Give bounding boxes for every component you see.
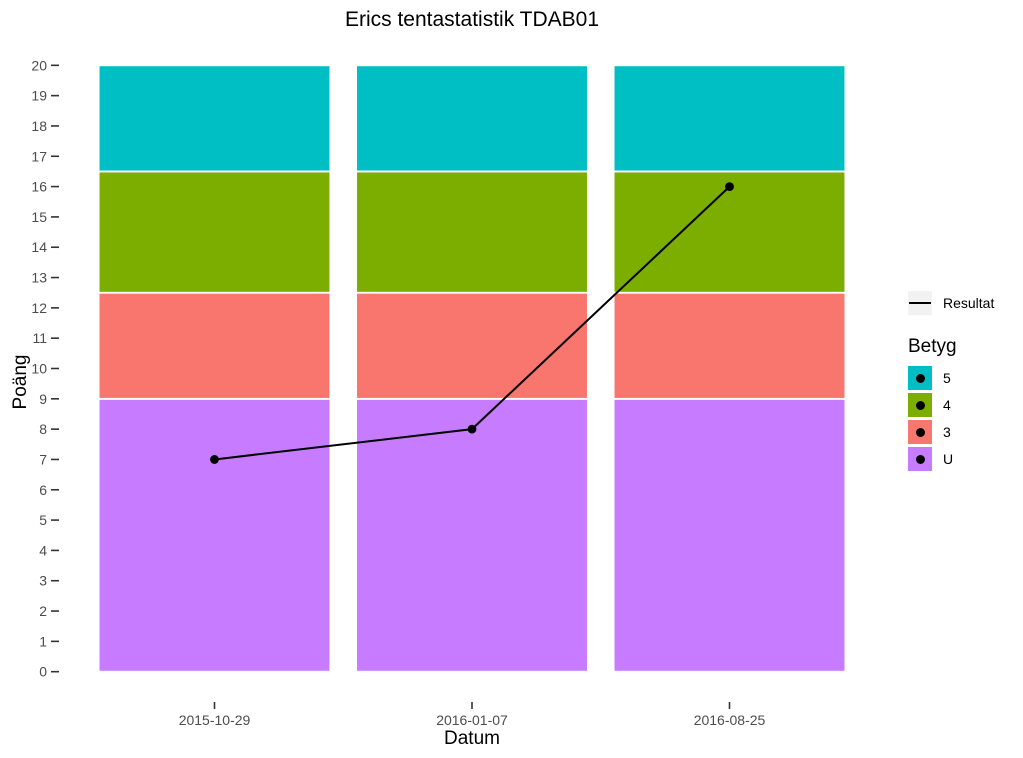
resultat-line-key-icon [908, 291, 932, 315]
legend-swatch-4 [908, 393, 932, 417]
y-tick-label: 8 [39, 421, 47, 437]
legend-label-5: 5 [943, 370, 951, 386]
legend: Resultat Betyg 5 4 3 U [908, 291, 1018, 474]
x-axis-title: Datum [444, 728, 500, 749]
y-tick-label: 17 [31, 148, 47, 164]
y-tick-label: 18 [31, 118, 47, 134]
y-tick-label: 6 [39, 482, 47, 498]
legend-title-betyg: Betyg [908, 336, 957, 357]
y-tick-label: 15 [31, 209, 47, 225]
y-axis-title: Poäng [10, 354, 31, 410]
legend-entry-grade-4: 4 [908, 393, 1018, 417]
y-tick-label: 3 [39, 573, 47, 589]
bar-segment-5 [97, 64, 332, 173]
x-tick-label: 2016-08-25 [694, 712, 766, 728]
y-tick-label: 2 [39, 603, 47, 619]
line-glyph [909, 302, 931, 304]
legend-swatch-5 [908, 366, 932, 390]
y-tick-label: 0 [39, 664, 47, 680]
bar-segment-4 [355, 170, 589, 294]
legend-label-resultat: Resultat [943, 295, 995, 311]
legend-entry-grade-u: U [908, 447, 1018, 471]
y-tick-label: 20 [31, 57, 47, 73]
bar-segment-U [97, 397, 332, 673]
point-glyph [915, 427, 925, 437]
y-tick-label: 7 [39, 451, 47, 467]
bar-segment-3 [355, 291, 589, 400]
y-tick-label: 19 [31, 88, 47, 104]
y-tick-label: 16 [31, 179, 47, 195]
legend-entry-grade-5: 5 [908, 366, 1018, 390]
y-tick-label: 12 [31, 300, 47, 316]
x-tick-label: 2015-10-29 [179, 712, 251, 728]
point-glyph [915, 400, 925, 410]
bar-segment-4 [612, 170, 847, 294]
y-tick-label: 5 [39, 512, 47, 528]
bar-segment-5 [355, 64, 589, 173]
legend-entry-grade-3: 3 [908, 420, 1018, 444]
y-tick-label: 11 [32, 330, 47, 346]
legend-label-u: U [943, 451, 954, 467]
point-glyph [915, 373, 925, 383]
resultat-point [725, 182, 734, 191]
legend-swatch-3 [908, 420, 932, 444]
y-tick-label: 10 [31, 361, 47, 377]
bar-segment-3 [612, 291, 847, 400]
y-tick-label: 9 [39, 391, 47, 407]
y-tick-label: 14 [31, 239, 47, 255]
legend-swatch-u [908, 447, 932, 471]
legend-entry-resultat: Resultat [908, 291, 1018, 315]
resultat-point [210, 455, 219, 464]
bar-segment-4 [97, 170, 332, 294]
legend-label-4: 4 [943, 397, 951, 413]
legend-label-3: 3 [943, 424, 951, 440]
point-glyph [915, 454, 925, 464]
bar-segment-U [612, 397, 847, 673]
y-tick-label: 4 [39, 542, 47, 558]
x-tick-label: 2016-01-07 [436, 712, 508, 728]
resultat-point [467, 424, 477, 434]
bar-segment-5 [612, 64, 847, 173]
y-tick-label: 1 [39, 633, 47, 649]
chart-title: Erics tentastatistik TDAB01 [344, 8, 600, 31]
bar-segment-U [355, 397, 589, 673]
y-tick-label: 13 [31, 270, 47, 286]
bar-segment-3 [97, 291, 332, 400]
